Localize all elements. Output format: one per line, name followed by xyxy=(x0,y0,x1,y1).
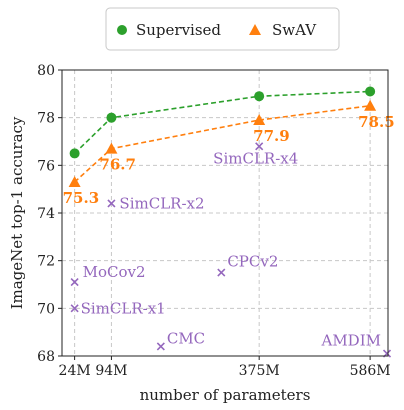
y-tick-label: 68 xyxy=(37,349,55,365)
legend-marker-swav xyxy=(249,24,261,35)
plot-frame xyxy=(61,69,389,357)
point-supervised xyxy=(106,112,117,123)
y-tick-label: 72 xyxy=(37,254,55,270)
series xyxy=(68,86,377,188)
y-tick-label: 80 xyxy=(37,63,55,79)
x-tick-label: 24M xyxy=(59,363,91,379)
point-other xyxy=(107,199,116,208)
legend-frame xyxy=(105,7,340,51)
point-other xyxy=(217,268,226,277)
y-tick-label: 78 xyxy=(37,111,55,127)
point-label: MoCov2 xyxy=(83,263,146,281)
point-supervised xyxy=(254,91,265,102)
x-marker-stroke xyxy=(255,142,264,151)
point-label: AMDIM xyxy=(320,332,381,350)
x-marker-stroke xyxy=(217,268,226,277)
point-other xyxy=(70,304,79,313)
point-label: SimCLR-x1 xyxy=(81,299,166,317)
point-swav xyxy=(105,142,118,154)
point-supervised xyxy=(69,148,80,159)
value-label: 78.5 xyxy=(358,113,395,131)
point-swav xyxy=(253,114,266,126)
x-tick-label: 586M xyxy=(350,363,391,379)
x-marker-stroke xyxy=(70,304,79,313)
point-label: CPCv2 xyxy=(227,253,278,271)
legend: Supervised SwAV xyxy=(105,7,340,51)
x-tick-label: 375M xyxy=(239,363,280,379)
x-tick-label: 94M xyxy=(95,363,127,379)
y-tick-label: 76 xyxy=(37,158,55,174)
point-other xyxy=(70,278,79,287)
x-marker-stroke xyxy=(70,278,79,287)
value-label: 77.9 xyxy=(253,127,290,145)
point-label: SimCLR-x4 xyxy=(213,149,298,167)
point-other xyxy=(156,342,165,351)
value-label: 76.7 xyxy=(99,156,136,174)
value-label: 75.3 xyxy=(63,189,100,207)
x-axis-label: number of parameters xyxy=(140,386,311,404)
point-swav xyxy=(364,99,377,111)
legend-label-swav: SwAV xyxy=(272,21,317,39)
point-label: SimCLR-x2 xyxy=(119,194,204,212)
value-labels: 75.3 76.7 77.9 78.5 xyxy=(63,113,395,207)
legend-marker-supervised xyxy=(117,25,127,35)
y-tick-label: 74 xyxy=(37,206,55,222)
x-marker-stroke xyxy=(156,342,165,351)
point-label: CMC xyxy=(167,329,205,347)
point-swav xyxy=(68,176,81,188)
x-marker-stroke xyxy=(107,199,116,208)
series-line-swav xyxy=(74,104,371,183)
ticks: 68 70 72 74 76 78 80 24M 94M 375M 586M xyxy=(37,63,390,379)
y-tick-label: 70 xyxy=(37,301,55,317)
series-line-supervised xyxy=(74,90,371,154)
legend-label-supervised: Supervised xyxy=(136,21,221,39)
y-axis-label: ImageNet top-1 accuracy xyxy=(8,116,26,309)
other-methods: SimCLR-x2 SimCLR-x4 MoCov2 SimCLR-x1 CPCv2 CM… xyxy=(70,142,392,358)
point-supervised xyxy=(365,86,376,97)
point-other xyxy=(255,142,264,151)
